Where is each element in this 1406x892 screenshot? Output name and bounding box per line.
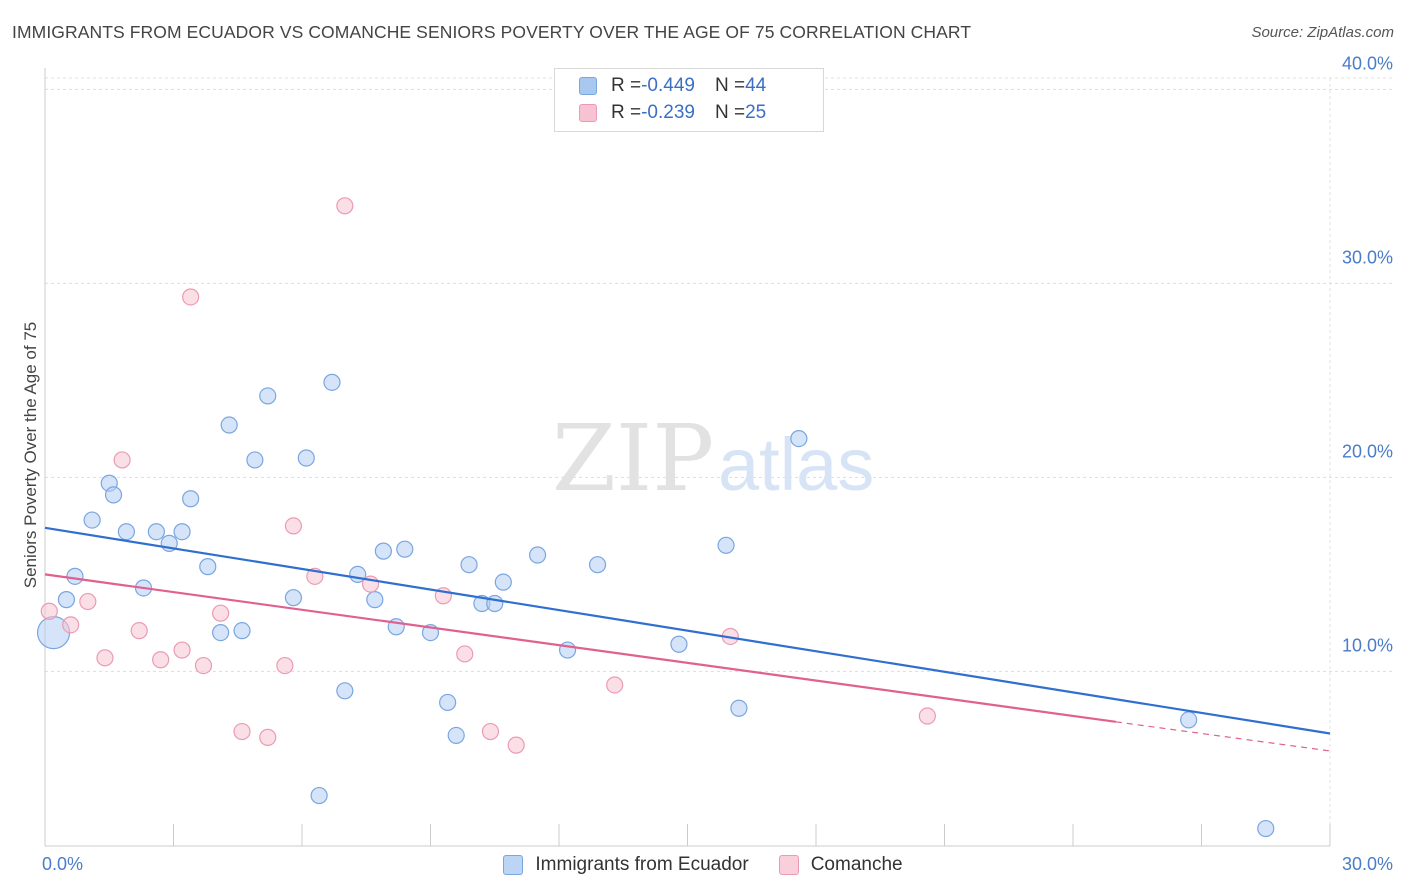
data-point-ecuador (366, 591, 384, 609)
stats-row-ecuador: R = -0.449 N = 44 (579, 73, 766, 99)
trend-line-extension-comanche (1115, 721, 1331, 752)
data-point-ecuador (66, 567, 84, 585)
y-axis-label: Seniors Poverty Over the Age of 75 (21, 322, 40, 588)
stats-n-label: N = (714, 75, 746, 96)
data-point-ecuador (233, 622, 251, 640)
data-point-comanche (182, 288, 200, 306)
stats-r-label: R = (611, 75, 642, 96)
data-point-ecuador (336, 682, 354, 700)
stats-row-comanche: R = -0.239 N = 25 (579, 100, 766, 126)
data-point-comanche (212, 604, 230, 622)
data-point-comanche (130, 622, 148, 640)
data-point-ecuador (147, 523, 165, 541)
legend-swatch-comanche (778, 855, 799, 875)
correlation-stats-box: R = -0.449 N = 44 R = -0.239 N = 25 (554, 68, 824, 132)
data-point-ecuador (212, 623, 230, 642)
stats-r-label: R = (611, 102, 642, 123)
data-point-ecuador (182, 490, 200, 508)
legend-label-comanche: Comanche (810, 854, 903, 875)
data-point-ecuador (494, 573, 512, 591)
data-point-comanche (276, 656, 294, 675)
trend-line-comanche (44, 573, 1116, 723)
data-point-ecuador (790, 430, 808, 448)
data-point-ecuador (1257, 819, 1275, 838)
y-tick-label: 30.0% (1342, 247, 1393, 267)
data-point-ecuador (528, 546, 547, 564)
stats-swatch-ecuador (579, 77, 597, 95)
data-point-ecuador (310, 786, 328, 805)
data-point-ecuador (717, 536, 735, 554)
data-point-comanche (336, 197, 354, 215)
trend-line-ecuador (44, 526, 1331, 735)
data-point-ecuador (246, 451, 264, 469)
data-point-comanche (194, 656, 213, 675)
data-point-comanche (152, 651, 170, 669)
stats-swatch-comanche (579, 104, 597, 122)
data-point-ecuador (83, 511, 101, 529)
legend-item-comanche[interactable]: Comanche (778, 854, 903, 876)
source-label: Source: ZipAtlas.com (1251, 24, 1394, 41)
data-point-ecuador (396, 540, 414, 558)
watermark-zip: ZIP (552, 405, 714, 512)
data-point-ecuador (439, 693, 457, 712)
x-tick-label: 0.0% (42, 854, 83, 874)
data-point-comanche (507, 736, 525, 754)
data-point-ecuador (323, 373, 341, 391)
data-point-comanche (233, 722, 251, 741)
data-point-comanche (113, 451, 131, 469)
stats-r-value: -0.449 (641, 75, 695, 96)
y-tick-label: 10.0% (1342, 635, 1393, 655)
legend-swatch-ecuador (503, 855, 524, 875)
data-point-ecuador (1180, 711, 1198, 729)
trend-lines (44, 526, 1331, 752)
data-point-ecuador (374, 542, 392, 560)
chart-title: IMMIGRANTS FROM ECUADOR VS COMANCHE SENI… (12, 22, 972, 42)
data-point-ecuador (730, 699, 748, 717)
data-point-comanche (173, 641, 191, 659)
legend-label-ecuador: Immigrants from Ecuador (535, 854, 749, 875)
data-point-ecuador (259, 387, 277, 405)
data-points (36, 197, 1275, 838)
data-point-comanche (62, 616, 80, 634)
data-point-ecuador (220, 416, 238, 434)
x-tick-label: 30.0% (1342, 854, 1393, 874)
data-point-ecuador (117, 523, 135, 541)
data-point-comanche (456, 645, 474, 663)
data-point-comanche (918, 707, 936, 725)
data-point-comanche (606, 676, 624, 694)
data-point-comanche (259, 728, 277, 746)
data-point-ecuador (460, 556, 478, 574)
y-tick-label: 40.0% (1342, 53, 1393, 73)
data-point-ecuador (588, 556, 607, 574)
data-point-comanche (96, 649, 114, 667)
data-point-ecuador (447, 726, 465, 745)
data-point-ecuador (284, 589, 303, 607)
data-point-comanche (40, 602, 58, 620)
stats-n-value: 25 (745, 102, 767, 123)
chart-legend: Immigrants from Ecuador Comanche (0, 852, 1406, 878)
stats-n-label: N = (714, 102, 746, 123)
data-point-comanche (481, 722, 500, 741)
data-point-comanche (79, 592, 97, 611)
axes (44, 68, 1331, 847)
legend-item-ecuador[interactable]: Immigrants from Ecuador (503, 854, 749, 876)
data-point-comanche (284, 517, 303, 535)
data-point-ecuador (297, 449, 315, 467)
tick-labels: 10.0% 20.0% 30.0% 40.0% 0.0% 30.0% (42, 53, 1393, 874)
data-point-ecuador (558, 641, 577, 659)
y-tick-label: 20.0% (1342, 441, 1393, 461)
stats-r-value: -0.239 (641, 102, 695, 123)
data-point-ecuador (173, 523, 191, 541)
data-point-ecuador (57, 591, 76, 609)
data-point-ecuador (199, 558, 217, 576)
data-point-ecuador (104, 486, 123, 504)
watermark: ZIP atlas (552, 405, 874, 512)
data-point-ecuador (670, 635, 688, 653)
stats-n-value: 44 (745, 75, 767, 96)
grid-lines (45, 77, 1392, 846)
